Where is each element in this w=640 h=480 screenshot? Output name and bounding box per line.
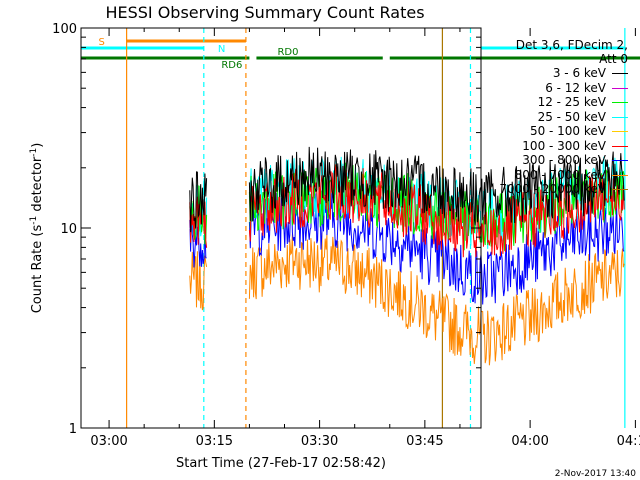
legend-swatch	[612, 174, 628, 176]
rd-label-left: RD6	[221, 60, 242, 71]
legend-swatch	[612, 131, 628, 132]
series-line	[189, 164, 625, 258]
legend-entry-label: 800 - 7000 keV	[514, 167, 606, 182]
x-tick-label: 03:30	[301, 434, 338, 449]
legend-entry-label: 100 - 300 keV	[522, 138, 606, 153]
x-tick-label: 04:15	[617, 434, 640, 449]
legend-swatch	[612, 189, 628, 190]
legend-entry-label: 25 - 50 keV	[537, 109, 606, 124]
plot-area: S N RD6 RD0	[81, 28, 640, 428]
saa-label: S	[99, 37, 105, 48]
x-axis-label: Start Time (27-Feb-17 02:58:42)	[176, 456, 386, 471]
x-tick-label: 03:45	[406, 434, 443, 449]
chart-title: HESSI Observing Summary Count Rates	[105, 3, 424, 22]
rd-label-right: RD0	[277, 47, 298, 58]
legend-entry: 100 - 300 keV	[522, 139, 628, 153]
y-axis-label: Count Rate (s-1 detector-1)	[29, 143, 45, 314]
x-tick-label: 04:00	[511, 434, 548, 449]
x-tick-label: 03:00	[90, 434, 127, 449]
legend-entry: 6 - 12 keV	[545, 81, 628, 95]
legend-entry-label: 3 - 6 keV	[552, 66, 606, 80]
legend-entry: 800 - 7000 keV	[515, 168, 628, 182]
legend-swatch	[612, 116, 628, 118]
y-tick-label: 100	[52, 22, 77, 37]
y-tick-label: 10	[60, 222, 77, 237]
legend-swatch	[612, 87, 628, 89]
legend-entry-label: 12 - 25 keV	[537, 95, 606, 109]
x-tick-label: 03:15	[196, 434, 233, 449]
legend-swatch	[612, 145, 628, 147]
legend-entry-label: 7000 - 20000 keV	[499, 182, 606, 196]
legend-swatch	[612, 73, 628, 74]
legend-entry: 3 - 6 keV	[553, 66, 628, 80]
legend-entry: 50 - 100 keV	[530, 124, 628, 138]
series-line	[189, 146, 625, 233]
legend-swatch	[612, 102, 628, 103]
legend-entry: 25 - 50 keV	[538, 110, 628, 124]
legend-entry-label: 300 - 800 keV	[522, 153, 606, 167]
legend-entry-label: 50 - 100 keV	[529, 124, 606, 138]
legend-entry: 12 - 25 keV	[538, 95, 628, 109]
legend-header-1: Det 3,6, FDecim 2,	[515, 38, 628, 52]
legend-header-2: Att 0	[599, 52, 628, 66]
legend-entry-label: 6 - 12 keV	[545, 80, 606, 95]
night-label: N	[218, 44, 225, 55]
y-axis: 1 10 100	[52, 22, 481, 437]
footer-date: 2-Nov-2017 13:40	[555, 469, 637, 479]
series-line	[189, 232, 625, 366]
legend-swatch	[612, 160, 628, 161]
y-tick-label: 1	[69, 422, 77, 437]
legend-entry: 7000 - 20000 keV	[499, 182, 628, 196]
legend-entry: 300 - 800 keV	[522, 153, 628, 167]
